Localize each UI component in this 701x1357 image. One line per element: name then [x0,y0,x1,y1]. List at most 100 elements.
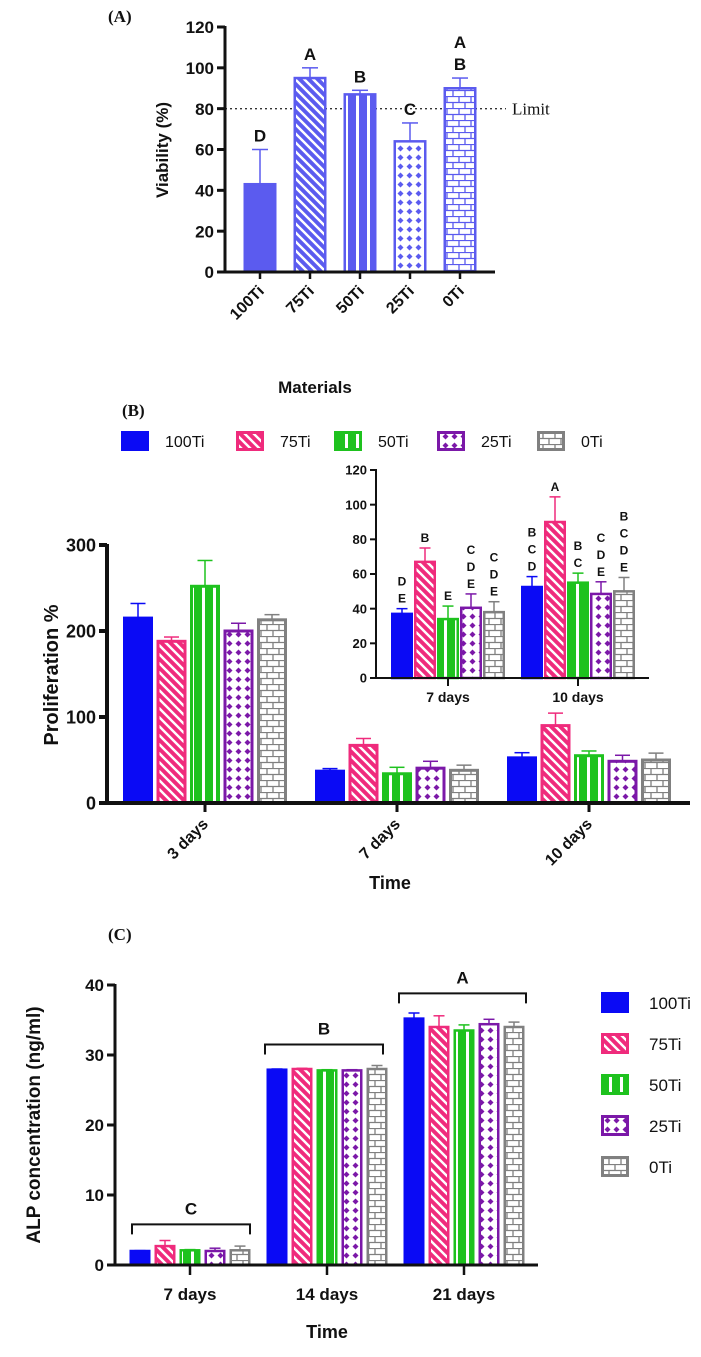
legend-swatch [437,431,465,451]
bar [590,592,612,680]
x-tick-label: 3 days [165,816,212,863]
bar [460,606,482,680]
bar [403,1017,425,1267]
bar [223,629,254,805]
bar [503,1025,525,1267]
legend-item: 0Ti [537,431,603,451]
x-axis-title: Time [369,873,411,893]
y-tick-label: 0 [360,671,367,686]
bar [293,76,327,274]
legend-item: 25Ti [437,431,512,451]
panel-c-chart: C B A 7 days 14 days 21 days 0 10 20 30 40 Time ALP … [24,968,691,1342]
bar [544,520,566,680]
bar [567,581,589,680]
bar [266,1068,288,1267]
significance-letter: B [421,531,430,545]
legend-label: 100Ti [649,994,691,1013]
significance-letter: B [454,55,466,74]
legend-item: 25Ti [601,1115,681,1136]
significance-letter: E [490,585,498,599]
legend-label: 100Ti [165,434,204,451]
significance-letter: B [620,509,629,523]
significance-letter: C [528,543,537,557]
significance-letter: A [456,968,468,987]
legend-item: 100Ti [601,992,691,1013]
significance-letter: D [597,548,606,562]
bar [437,617,459,680]
significance-letter: D [467,560,476,574]
bar [540,724,571,805]
x-tick-label: 10 days [552,689,604,705]
y-tick-label: 20 [353,636,367,651]
y-tick-label: 60 [353,567,367,582]
x-tick-label: 50Ti [333,283,367,317]
legend-swatch [601,1033,629,1054]
significance-letter: C [490,551,499,565]
legend-item: 50Ti [334,431,409,451]
bar [453,1029,475,1267]
bar [243,182,277,274]
limit-label: Limit [512,100,550,119]
bar [348,743,379,805]
y-axis-title: Proliferation % [41,604,63,745]
bar [123,616,153,805]
bar [507,756,537,805]
y-tick-label: 20 [85,1116,104,1135]
legend-swatch [537,431,565,451]
bar [315,769,345,805]
legend-label: 75Ti [280,434,311,451]
x-tick-label: 21 days [433,1285,495,1304]
x-tick-label: 75Ti [283,283,317,317]
significance-letter: E [444,589,452,603]
panel-a-chart: LimitD100TiA75TiB50TiC25TiAB0Ti020406080… [153,18,550,397]
bar [343,93,377,274]
bar [391,612,413,680]
legend-label: 25Ti [649,1117,681,1136]
significance-letter: E [620,560,628,574]
y-axis-title: ALP concentration (ng/ml) [24,1006,45,1243]
x-tick-label: 7 days [357,816,404,863]
bar [607,759,638,805]
bar [483,610,505,680]
y-tick-label: 0 [86,793,96,813]
significance-bracket [398,992,527,1004]
bar [341,1069,363,1267]
bar [154,1244,176,1267]
legend-swatch [121,431,149,451]
y-tick-label: 60 [195,141,214,160]
x-tick-label: 7 days [426,689,470,705]
significance-letter: B [528,526,537,540]
y-tick-label: 200 [66,621,96,641]
significance-letter: D [490,568,499,582]
bar [316,1069,338,1267]
y-tick-label: 0 [205,263,214,282]
x-tick-label: 7 days [164,1285,217,1304]
significance-letter: E [398,592,406,606]
x-tick-label: 10 days [542,816,596,870]
significance-letter: A [304,45,316,64]
bar [156,639,187,805]
legend-label: 50Ti [649,1076,681,1095]
legend-swatch [334,431,362,451]
y-tick-label: 20 [195,222,214,241]
legend-swatch [601,1156,629,1177]
bar [190,584,220,805]
y-axis-title: Viability (%) [153,102,172,198]
x-axis-title: Time [306,1322,348,1342]
bar [415,766,446,805]
legend-label: 0Ti [649,1158,672,1177]
significance-letter: D [620,543,629,557]
y-tick-label: 120 [345,463,367,478]
significance-letter: E [467,577,475,591]
panel-c-label: (C) [108,925,132,944]
legend-swatch [236,431,264,451]
significance-letter: C [185,1199,197,1218]
significance-bracket [264,1043,384,1055]
y-tick-label: 120 [186,18,214,37]
significance-letter: D [528,560,537,574]
bar [521,585,543,680]
x-tick-label: 100Ti [227,283,268,324]
